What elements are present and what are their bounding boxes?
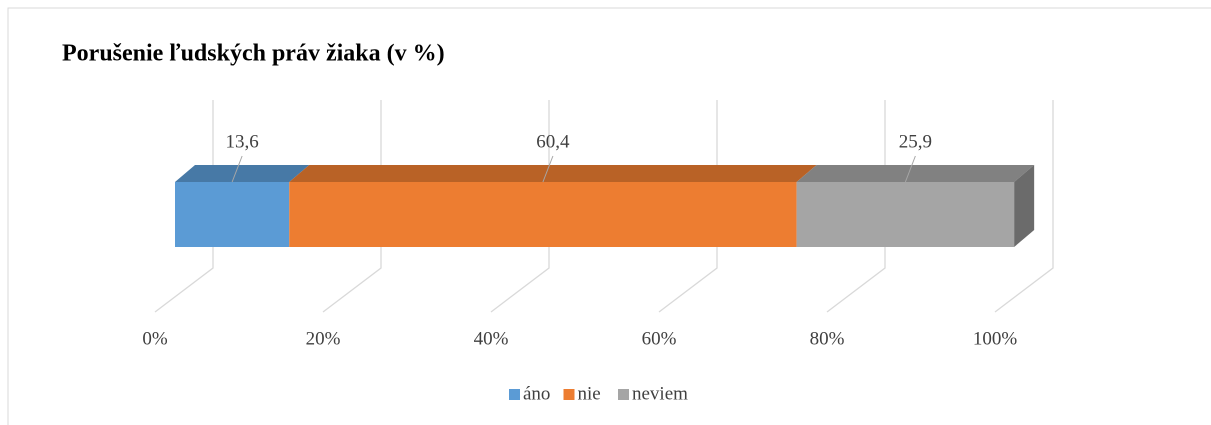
chart-title: Porušenie ľudských práv žiaka (v %)	[62, 41, 445, 67]
x-tick-label: 40%	[474, 328, 509, 349]
x-tick-label: 20%	[306, 328, 341, 349]
bar	[289, 182, 797, 247]
legend-swatch	[509, 389, 520, 400]
data-label: 25,9	[899, 131, 932, 152]
bar-top	[175, 165, 310, 182]
leader-line	[231, 155, 243, 183]
leader-line	[542, 155, 554, 183]
grid-line	[154, 100, 214, 313]
grid-line	[994, 100, 1054, 313]
legend-label: neviem	[632, 383, 688, 404]
chart-frame	[7, 7, 1211, 425]
leader-line	[904, 155, 916, 183]
grid-line	[826, 100, 886, 313]
x-tick-label: 0%	[142, 328, 168, 349]
data-label: 60,4	[536, 131, 570, 152]
x-tick-label: 100%	[973, 328, 1018, 349]
bar-top	[289, 165, 817, 182]
bar-side	[1014, 165, 1035, 247]
legend-swatch	[618, 389, 629, 400]
grid-line	[490, 100, 550, 313]
legend-swatch	[563, 389, 575, 400]
grid-line	[322, 100, 382, 313]
bar	[175, 182, 290, 247]
grid-line	[658, 100, 718, 313]
x-tick-label: 80%	[810, 328, 845, 349]
x-tick-label: 60%	[642, 328, 677, 349]
bar	[796, 182, 1015, 247]
legend-label: áno	[523, 383, 550, 404]
legend-label: nie	[578, 383, 601, 404]
data-label: 13,6	[225, 131, 258, 152]
bar-top	[796, 165, 1035, 182]
